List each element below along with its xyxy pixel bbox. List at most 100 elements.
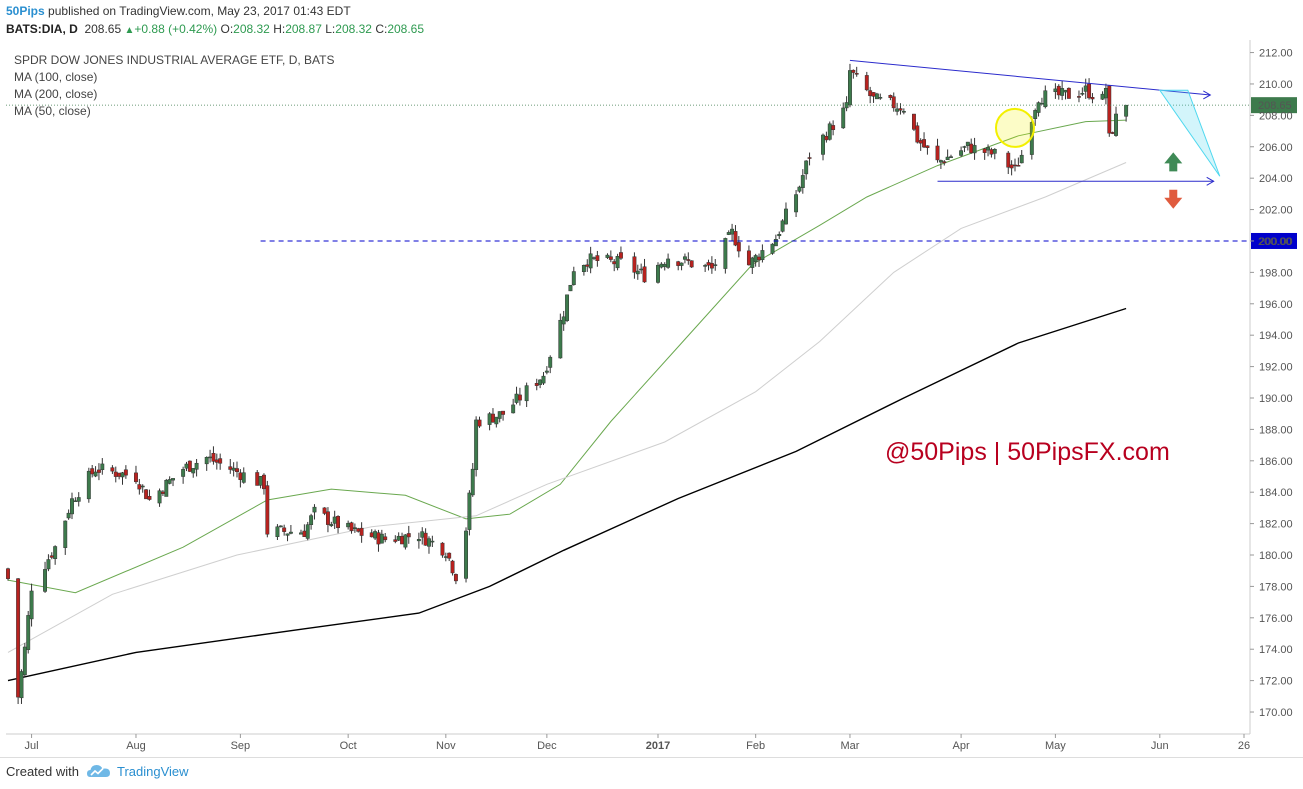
candle-up <box>524 385 529 402</box>
tradingview-cloud-icon[interactable] <box>86 762 112 782</box>
price-tick-label: 192.00 <box>1259 362 1293 374</box>
legend-ma50[interactable]: MA (50, close) <box>14 104 91 118</box>
candle-up <box>538 379 543 385</box>
candle-up <box>427 538 431 547</box>
candle-down <box>113 471 118 477</box>
legend-title: SPDR DOW JONES INDUSTRIAL AVERAGE ETF, D… <box>14 53 335 67</box>
projection-wedge[interactable] <box>1158 89 1221 177</box>
candle-up <box>965 141 970 146</box>
candle-down <box>736 242 741 252</box>
candle-up <box>1019 154 1024 164</box>
candle-down <box>147 495 152 500</box>
time-axis[interactable]: Jul Aug Sep Oct Nov Dec 2017 Feb Mar Apr May Jun 26 <box>6 733 1250 752</box>
publisher-name[interactable]: 50Pips <box>6 4 45 18</box>
time-tick-label: 26 <box>1238 740 1250 752</box>
last-price-tag <box>1251 97 1297 114</box>
candle-up <box>241 472 246 483</box>
candle-up <box>63 520 68 548</box>
candle-down <box>218 458 223 464</box>
candle-down <box>501 410 506 415</box>
time-tick-label: Jul <box>25 740 39 752</box>
candle-down <box>686 259 691 261</box>
candle-down <box>689 260 694 268</box>
candle-down <box>453 574 458 582</box>
candle-down <box>824 135 829 141</box>
legend-ma100[interactable]: MA (100, close) <box>14 70 98 84</box>
candle-down <box>733 231 738 246</box>
candle-down <box>325 511 330 525</box>
candle-down <box>982 148 987 153</box>
candle-down <box>228 466 233 470</box>
candle-up <box>53 546 58 560</box>
candle-up <box>1036 102 1041 113</box>
candle-down <box>160 491 165 494</box>
candle-up <box>639 268 644 271</box>
candle-down <box>322 507 327 514</box>
candle-up <box>1103 88 1108 99</box>
price-axis[interactable]: 170.00 172.00 174.00 176.00 178.00 180.00 182.… <box>1249 40 1293 734</box>
candle-up <box>592 257 596 259</box>
trendline-arrowhead <box>1203 90 1212 100</box>
candle-down <box>302 530 307 537</box>
candle-down <box>49 555 54 558</box>
descending-trendline[interactable] <box>849 59 1211 96</box>
candle-up <box>571 271 576 285</box>
candle-up <box>565 294 570 321</box>
candle-up <box>379 533 384 544</box>
candle-down <box>854 73 859 75</box>
candle-down <box>369 532 374 538</box>
candle-up <box>1080 93 1085 95</box>
symbol-label[interactable]: BATS:DIA, D <box>6 22 78 36</box>
legend-ma200[interactable]: MA (200, close) <box>14 87 98 101</box>
time-tick-label: Feb <box>746 740 765 752</box>
candle-up <box>949 156 953 158</box>
candle-down <box>831 125 836 130</box>
candle-up <box>780 220 785 232</box>
candle-up <box>1039 103 1044 105</box>
candle-down <box>935 145 940 161</box>
candle-up <box>184 463 189 469</box>
tradingview-link[interactable]: TradingView <box>117 764 189 779</box>
candle-up <box>679 262 684 266</box>
candle-down <box>1013 164 1017 167</box>
candle-up <box>164 479 169 497</box>
candle-down <box>359 527 364 536</box>
time-tick-label: Dec <box>537 740 557 752</box>
time-tick-label: Aug <box>126 740 146 752</box>
candle-down <box>595 255 600 261</box>
candle-down <box>676 261 681 266</box>
candle-down <box>447 552 452 559</box>
candle-up <box>878 97 883 99</box>
candle-up <box>329 524 334 527</box>
candle-up <box>938 160 943 163</box>
candle-up <box>208 456 213 459</box>
resistance-price-tag <box>1251 232 1297 249</box>
candle-down <box>423 532 428 546</box>
candle-down <box>517 394 522 401</box>
candle-down <box>1090 97 1095 100</box>
candle-up <box>181 469 186 477</box>
published-text: published on TradingView.com, May 23, 20… <box>48 4 351 18</box>
candle-up <box>299 532 303 535</box>
candle-up <box>285 533 290 536</box>
candle-up <box>443 556 448 558</box>
candle-up <box>22 646 27 676</box>
candle-down <box>187 460 192 472</box>
candle-up <box>1083 85 1088 92</box>
candle-up <box>784 208 788 225</box>
time-tick-label: Nov <box>436 740 456 752</box>
ma200-line <box>7 307 1127 682</box>
candle-down <box>117 472 122 477</box>
price-tick-label: 196.00 <box>1259 299 1293 311</box>
candle-up <box>19 671 24 699</box>
candle-down <box>144 489 149 500</box>
price-chart[interactable]: 200.00 208.65 170.00 172.00 174.00 176.00 178… <box>0 40 1303 757</box>
time-tick-label: 2017 <box>646 740 670 752</box>
moving-averages <box>7 119 1127 682</box>
candle-down <box>1066 87 1071 99</box>
candle-down <box>1009 164 1014 169</box>
candle-up <box>821 134 825 155</box>
candle-up <box>309 515 314 525</box>
highlight-circle[interactable] <box>994 107 1035 148</box>
candle-up <box>403 534 408 548</box>
